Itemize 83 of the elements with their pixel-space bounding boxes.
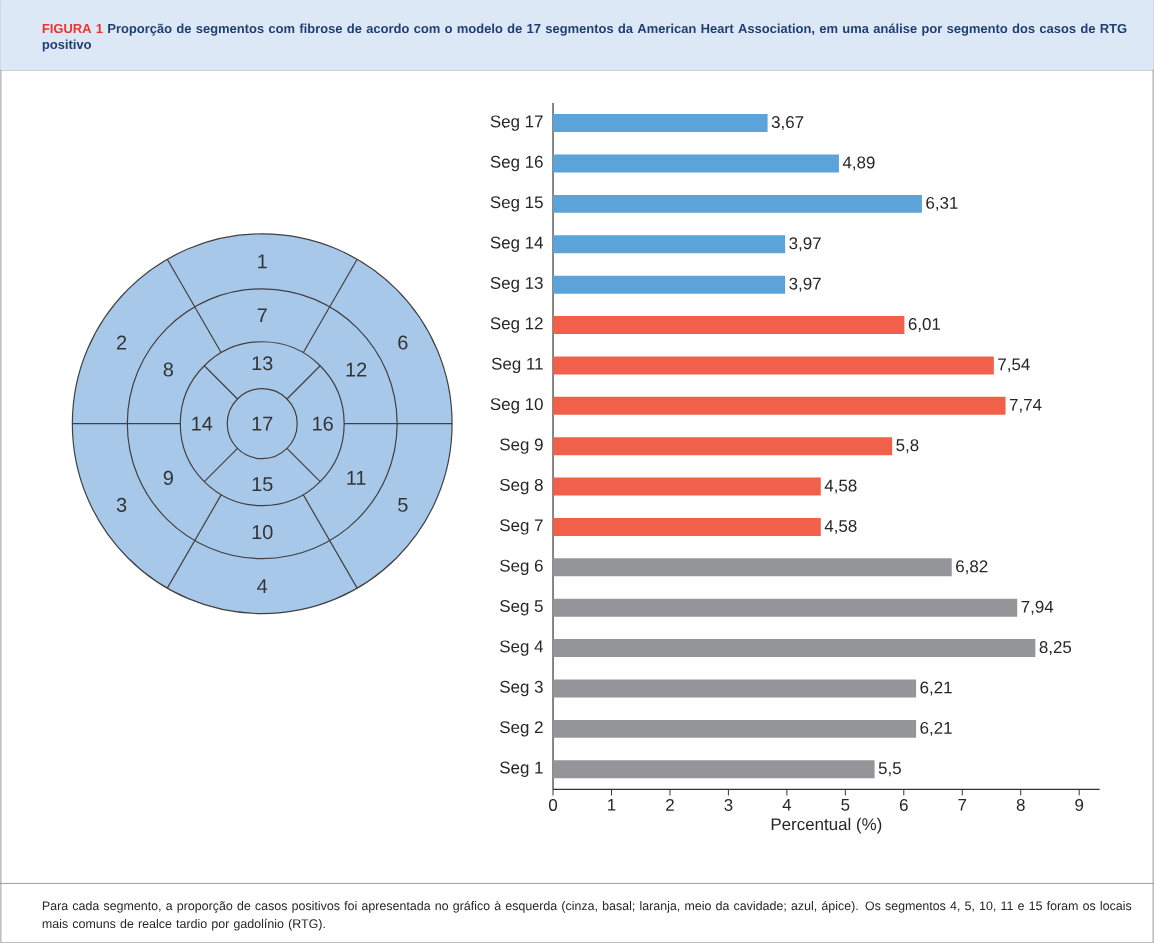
x-tick-label: 3 [724,798,733,811]
data-label: 3,97 [789,237,821,252]
bar [553,315,905,334]
y-tick-label: Seg 2 [500,721,543,737]
x-tick-label: 9 [1075,798,1084,811]
x-tick-label: 2 [666,798,674,811]
text: 3 [116,497,127,512]
x-tick-label: 7 [958,798,967,811]
y-tick-label: Seg 3 [500,680,543,696]
data-label: 4,58 [824,519,857,534]
bar [553,235,786,254]
text: 12 [346,362,367,377]
y-tick-label: Seg 12 [490,317,543,333]
text: 9 [163,470,173,485]
text: 1 [258,254,267,268]
y-tick-label: Seg 10 [490,397,543,414]
data-label: 6,21 [920,721,952,736]
text: 7 [257,308,267,322]
y-tick-label: Seg 9 [500,438,543,454]
bar [553,477,821,496]
y-tick-label: Seg 11 [491,357,543,373]
text: 16 [313,416,333,431]
x-axis-title: Percentual (%) [771,817,882,834]
bar [553,275,786,294]
text: 6 [398,335,408,350]
data-label: 3,67 [771,115,804,130]
bar [553,517,821,536]
data-label: 8,25 [1039,640,1072,655]
bar [553,113,768,132]
y-tick-label: Seg 7 [500,519,543,535]
data-label: 4,58 [824,479,857,494]
text: Proporção de segmentos com fibrose de acordo com o modelo de 17 segmentos da American Heart Association, em uma análise por segmento dos casos de RTG [108,23,1127,36]
data-label: 6,82 [956,560,988,575]
y-tick-label: Seg 16 [490,155,543,171]
x-tick-label: 4 [782,798,792,811]
y-tick-label: Seg 15 [490,196,543,212]
text: 4 [257,579,268,593]
text: 14 [192,416,213,431]
data-label: 6,31 [926,196,958,211]
x-tick-label: 1 [608,798,616,811]
text: 13 [252,356,273,371]
bar [553,194,922,213]
y-tick-label: Seg 1 [500,761,543,777]
data-label: 6,21 [920,681,952,696]
bar [553,760,875,779]
data-label: 6,01 [908,317,941,332]
text: 8 [163,362,173,377]
bar [553,154,839,173]
bar [553,719,917,738]
x-tick-label: 8 [1016,798,1025,811]
y-tick-label: Seg 17 [490,115,543,131]
data-label: 7,94 [1021,600,1054,615]
y-tick-label: Seg 8 [500,478,543,495]
bar [553,638,1036,657]
data-label: 5,8 [896,439,919,453]
data-label: 4,89 [842,156,875,171]
bar [553,598,1018,617]
text: 10 [252,524,273,539]
text: 2 [117,335,127,350]
y-tick-label: Seg 14 [490,236,543,252]
data-label: 3,97 [789,277,821,292]
data-label: 7,54 [998,358,1030,373]
bar [553,558,952,577]
bar [553,679,917,698]
text: 17 [252,416,273,431]
text: Para cada segmento, a proporção de casos positivos foi apresentada no gráfico à esquerda (cinza, basal; laranja, meio da cavidade; azul, ápice). Os segmentos 4, 5, 10, 11 e 15 foram os locais mais comuns de realce tardio por gadolínio (RTG). [42,900,1132,931]
text: positivo [42,39,92,52]
data-label: 5,5 [878,762,901,776]
x-tick-label: 5 [841,798,850,811]
x-tick-label: 0 [548,798,558,811]
text: 15 [252,477,273,491]
y-tick-label: Seg 6 [500,559,543,575]
x-tick-label: 6 [899,798,908,811]
text: 5 [398,497,408,512]
y-tick-label: Seg 5 [500,599,543,616]
bar [553,356,994,375]
text: FIGURA 1 [42,23,103,33]
y-tick-label: Seg 13 [490,276,543,293]
y-tick-label: Seg 4 [500,640,543,656]
bar [553,437,893,455]
bar [553,396,1006,415]
data-label: 7,74 [1009,398,1042,413]
text: 11 [347,470,366,485]
